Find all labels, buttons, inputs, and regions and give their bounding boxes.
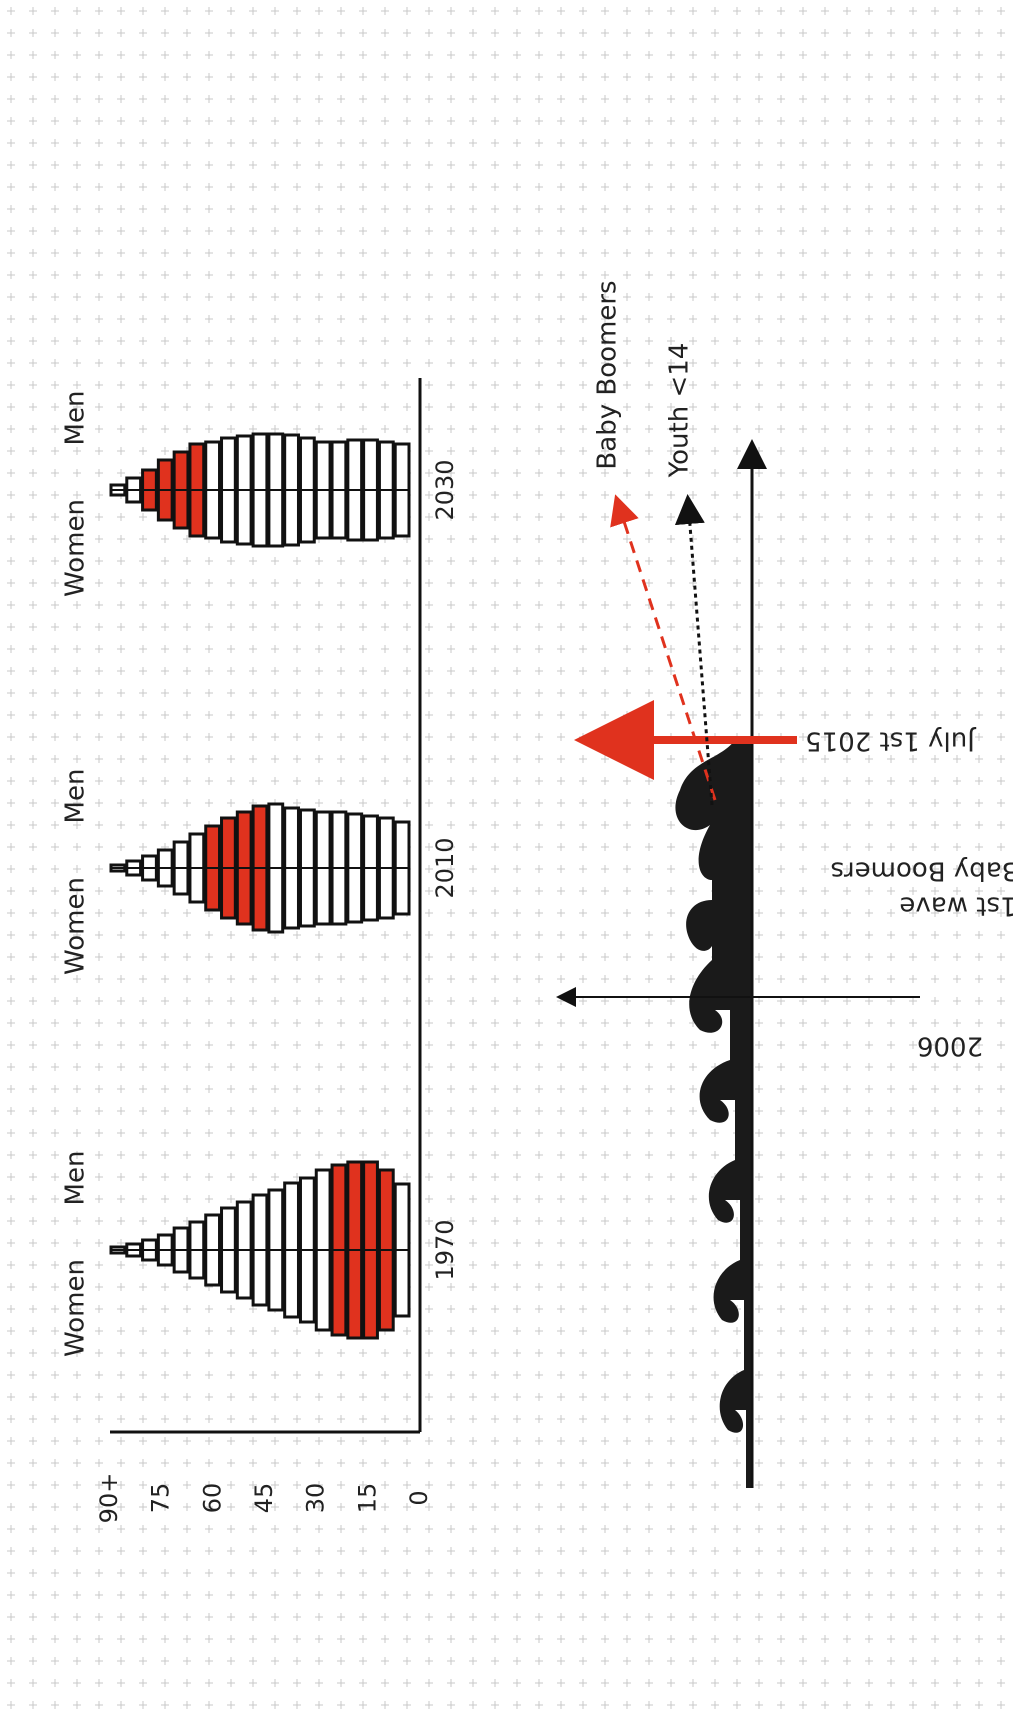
age-tick-label: 75 bbox=[147, 1483, 175, 1514]
pyramids bbox=[109, 432, 411, 1340]
label-july-2015: July 1st 2015 bbox=[805, 726, 977, 756]
women-label: Women bbox=[61, 499, 91, 597]
women-label: Women bbox=[61, 877, 91, 975]
age-tick-label: 15 bbox=[353, 1483, 381, 1514]
men-label: Men bbox=[61, 391, 91, 446]
label-2006: 2006 bbox=[917, 1031, 983, 1061]
women-label: Women bbox=[61, 1259, 91, 1357]
age-tick-label: 0 bbox=[405, 1490, 433, 1505]
wave bbox=[675, 740, 752, 1488]
men-label: Men bbox=[61, 1151, 91, 1206]
age-tick-label: 45 bbox=[250, 1483, 278, 1514]
men-label: Men bbox=[61, 769, 91, 824]
year-label: 1970 bbox=[431, 1219, 459, 1280]
label-first-wave-baby-boomers: Baby Boomers bbox=[830, 856, 1013, 886]
age-tick-label: 90+ bbox=[95, 1473, 123, 1524]
age-tick-label: 30 bbox=[302, 1483, 330, 1514]
arrow-baby-boomers bbox=[610, 494, 717, 801]
year-label: 2010 bbox=[431, 837, 459, 898]
age-tick-label: 60 bbox=[198, 1483, 226, 1514]
label-baby-boomers: Baby Boomers bbox=[593, 280, 623, 469]
arrow-youth bbox=[674, 494, 714, 806]
label-youth: Youth <14 bbox=[665, 343, 695, 479]
year-label: 2030 bbox=[431, 459, 459, 520]
label-first-wave: 1st wave bbox=[899, 891, 1013, 921]
